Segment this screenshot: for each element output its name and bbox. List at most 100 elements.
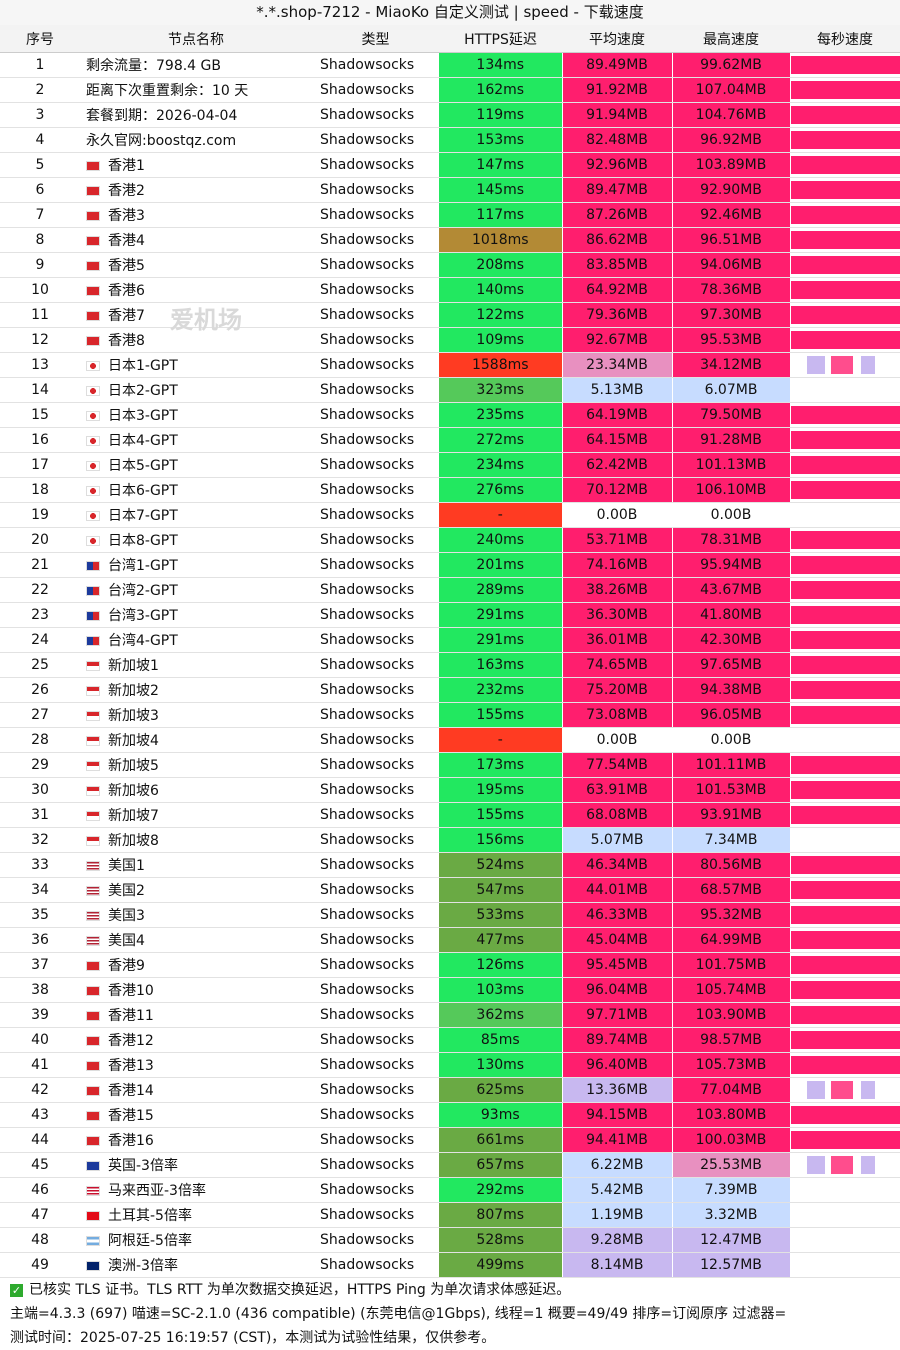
speed-bar: [791, 681, 900, 699]
node-name: 新加坡1: [108, 658, 159, 674]
node-type: Shadowsocks: [312, 428, 439, 453]
node-name-cell: 香港15: [80, 1103, 312, 1128]
per-second-speed-cell: [790, 153, 900, 178]
col-latency-header[interactable]: HTTPS延迟: [439, 25, 562, 53]
per-second-speed-cell: [790, 253, 900, 278]
flag-icon: [86, 386, 100, 396]
node-name-cell: 香港5: [80, 253, 312, 278]
row-index: 28: [0, 728, 80, 753]
flag-icon: [86, 1136, 100, 1146]
latency-cell: 289ms: [439, 578, 562, 603]
node-type: Shadowsocks: [312, 1178, 439, 1203]
latency-cell: 291ms: [439, 628, 562, 653]
node-name-cell: 新加坡6: [80, 778, 312, 803]
max-speed-cell: 3.32MB: [672, 1203, 790, 1228]
per-second-speed-cell: [790, 178, 900, 203]
avg-speed-cell: 13.36MB: [562, 1078, 672, 1103]
row-index: 7: [0, 203, 80, 228]
per-second-speed-cell: [790, 503, 900, 528]
node-name: 美国3: [108, 908, 145, 924]
col-index-header[interactable]: 序号: [0, 25, 80, 53]
col-name-header[interactable]: 节点名称: [80, 25, 312, 53]
node-type: Shadowsocks: [312, 928, 439, 953]
speed-bar: [791, 231, 900, 249]
node-name-cell: 新加坡7: [80, 803, 312, 828]
avg-speed-cell: 70.12MB: [562, 478, 672, 503]
max-speed-cell: 94.38MB: [672, 678, 790, 703]
col-avg-speed-header[interactable]: 平均速度: [562, 25, 672, 53]
node-type: Shadowsocks: [312, 178, 439, 203]
per-second-speed-cell: [790, 903, 900, 928]
flag-icon: [86, 286, 100, 296]
avg-speed-cell: 0.00B: [562, 728, 672, 753]
per-second-speed-cell: [790, 78, 900, 103]
col-max-speed-header[interactable]: 最高速度: [672, 25, 790, 53]
node-name-cell: 剩余流量：798.4 GB: [80, 53, 312, 78]
node-name: 香港1: [108, 158, 145, 174]
latency-cell: 272ms: [439, 428, 562, 453]
latency-cell: 117ms: [439, 203, 562, 228]
col-type-header[interactable]: 类型: [312, 25, 439, 53]
node-name-cell: 香港11: [80, 1003, 312, 1028]
per-second-speed-cell: [790, 53, 900, 78]
per-second-speed-cell: [790, 703, 900, 728]
node-name: 日本2-GPT: [108, 383, 178, 399]
row-index: 11: [0, 303, 80, 328]
node-name: 新加坡4: [108, 733, 159, 749]
row-index: 43: [0, 1103, 80, 1128]
node-name-cell: 台湾2-GPT: [80, 578, 312, 603]
node-name: 香港3: [108, 208, 145, 224]
col-per-second-header[interactable]: 每秒速度: [790, 25, 900, 53]
row-index: 25: [0, 653, 80, 678]
